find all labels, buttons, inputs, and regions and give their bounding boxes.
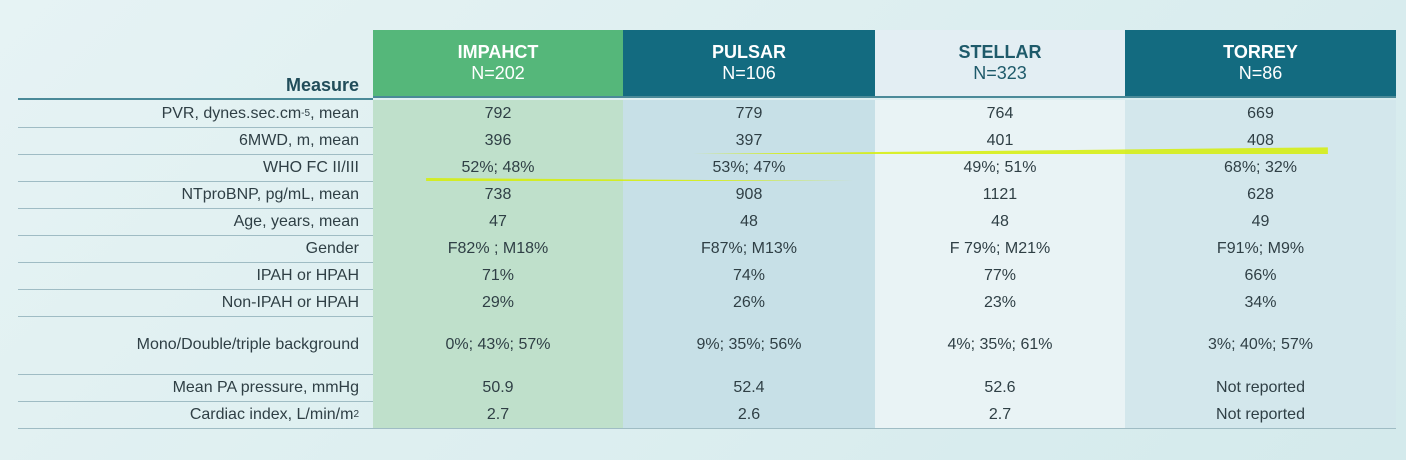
table-cell: 34% [1125, 289, 1396, 317]
table-cell: 3%; 40%; 57% [1125, 316, 1396, 375]
cell-value: 401 [986, 131, 1014, 149]
table-cell: 29% [373, 289, 623, 317]
table-cell: 49%; 51% [875, 154, 1125, 182]
table-cell: 908 [623, 181, 875, 209]
table-cell: F91%; M9% [1125, 235, 1396, 263]
table-cell: 66% [1125, 262, 1396, 290]
trial-n: N=86 [1238, 63, 1283, 83]
table-cell: 4%; 35%; 61% [875, 316, 1125, 375]
table-cell: 764 [875, 100, 1125, 128]
trial-name: IMPAHCT [457, 42, 539, 62]
row-label: Non-IPAH or HPAH [18, 289, 373, 317]
table-row-ntprobnp: NTproBNP, pg/mL, mean 738 908 1121 628 [18, 178, 1396, 211]
cell-value: 738 [484, 185, 512, 203]
table-cell: F 79%; M21% [875, 235, 1125, 263]
row-label-sup: 2 [353, 409, 359, 420]
row-label: NTproBNP, pg/mL, mean [18, 181, 373, 209]
cell-value: 1121 [982, 185, 1018, 203]
row-label: Gender [18, 235, 373, 263]
table-cell: 71% [373, 262, 623, 290]
trial-header-pulsar: PULSAR N=106 [623, 30, 875, 98]
trial-name: PULSAR [711, 42, 786, 62]
row-label: Age, years, mean [18, 208, 373, 236]
row-label: IPAH or HPAH [18, 262, 373, 290]
cell-value: 396 [484, 131, 512, 149]
row-label: 6MWD, m, mean [18, 127, 373, 155]
table-cell: Not reported [1125, 401, 1396, 429]
table-cell: 49 [1125, 208, 1396, 236]
table-cell: 23% [875, 289, 1125, 317]
table-cell: 26% [623, 289, 875, 317]
trial-n: N=202 [471, 63, 525, 83]
row-label: Cardiac index, L/min/m 2 [18, 401, 373, 429]
cell-value: 68%; 32% [1224, 158, 1297, 176]
cell-value: 908 [735, 185, 763, 203]
table-cell: 77% [875, 262, 1125, 290]
table-row-mean-pa: Mean PA pressure, mmHg 50.9 52.4 52.6 No… [18, 374, 1396, 402]
row-label-text: PVR, dynes.sec.cm [161, 104, 302, 122]
cell-value: 628 [1247, 185, 1274, 203]
table-row-pvr: PVR, dynes.sec.cm -5, mean 792 779 764 66… [18, 100, 1396, 128]
cell-value: 53%; 47% [712, 158, 786, 176]
table-row-ipah: IPAH or HPAH 71% 74% 77% 66% [18, 262, 1396, 290]
trial-n: N=106 [722, 63, 776, 83]
table-cell: 48 [875, 208, 1125, 236]
table-cell: 52.6 [875, 374, 1125, 402]
table-cell: 738 [373, 181, 623, 209]
table-cell: F87%; M13% [623, 235, 875, 263]
cell-value: 49%; 51% [963, 158, 1037, 176]
table-cell: 50.9 [373, 374, 623, 402]
table-row-gender: Gender F82% ; M18% F87%; M13% F 79%; M21… [18, 235, 1396, 263]
table-cell: 47 [373, 208, 623, 236]
cell-value: 408 [1247, 131, 1274, 149]
table-cell: 9%; 35%; 56% [623, 316, 875, 375]
table-cell: 74% [623, 262, 875, 290]
trial-name: TORREY [1223, 42, 1298, 62]
table-cell: 2.6 [623, 401, 875, 429]
cell-value: 397 [735, 131, 763, 149]
table-cell: 1121 [875, 181, 1125, 209]
table-cell: 48 [623, 208, 875, 236]
trial-name: STELLAR [958, 42, 1042, 62]
table-cell: 2.7 [875, 401, 1125, 429]
table-cell: 792 [373, 100, 623, 128]
row-label-sup: -5 [301, 108, 311, 119]
trial-header-impahct: IMPAHCT N=202 [373, 30, 623, 98]
table-cell: 396 [373, 127, 623, 155]
trial-header-torrey: TORREY N=86 [1125, 30, 1396, 98]
row-label: Mono/Double/triple background [18, 316, 373, 375]
table-cell: F82% ; M18% [373, 235, 623, 263]
measure-header: Measure [18, 30, 373, 100]
table-cell: 53%; 47% [623, 154, 875, 182]
table-row-who-fc: WHO FC II/III 52%; 48% 53%; 47% 49%; 51%… [18, 147, 1396, 185]
table-row-non-ipah: Non-IPAH or HPAH 29% 26% 23% 34% [18, 289, 1396, 317]
header-row: Measure IMPAHCT N=202 PULSAR N=106 STELL… [18, 30, 1396, 100]
table-cell: 2.7 [373, 401, 623, 429]
table-row-background: Mono/Double/triple background 0%; 43%; 5… [18, 316, 1396, 375]
trial-n: N=323 [973, 63, 1027, 83]
table-row-age: Age, years, mean 47 48 48 49 [18, 208, 1396, 236]
row-label: WHO FC II/III [18, 154, 373, 182]
table-cell: 397 [623, 127, 875, 155]
table-cell: 52.4 [623, 374, 875, 402]
row-label: Mean PA pressure, mmHg [18, 374, 373, 402]
row-label-after: , mean [310, 104, 359, 122]
table-cell: 0%; 43%; 57% [373, 316, 623, 375]
cell-value: 52%; 48% [461, 158, 535, 176]
row-label-text: Cardiac index, L/min/m [189, 405, 354, 423]
table-cell: 628 [1125, 181, 1396, 209]
table-cell: 779 [623, 100, 875, 128]
table-cell: 669 [1125, 100, 1396, 128]
table-cell: 68%; 32% [1125, 154, 1396, 182]
trial-header-stellar: STELLAR N=323 [875, 30, 1125, 98]
table-row-cardiac-index: Cardiac index, L/min/m 2 2.7 2.6 2.7 Not … [18, 401, 1396, 429]
baseline-characteristics-table: Measure IMPAHCT N=202 PULSAR N=106 STELL… [18, 30, 1396, 429]
table-cell: Not reported [1125, 374, 1396, 402]
row-label: PVR, dynes.sec.cm -5, mean [18, 100, 373, 128]
